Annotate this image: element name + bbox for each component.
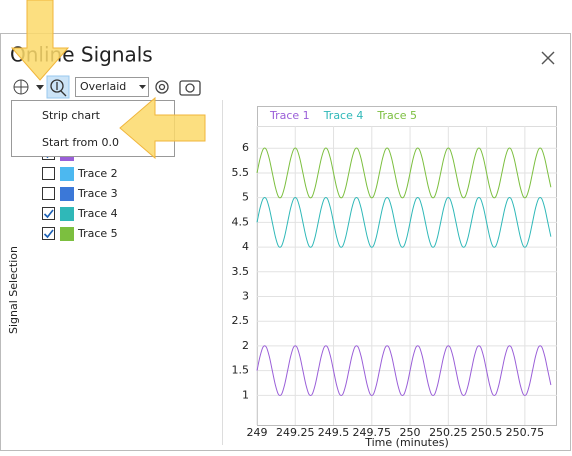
checkbox[interactable] <box>42 167 55 180</box>
y-tick-label: 2.5 <box>232 314 250 327</box>
signal-color <box>60 167 74 181</box>
legend-entry: Trace 5 <box>376 109 417 122</box>
y-tick-label: 4.5 <box>232 215 250 228</box>
signal-name: Trace 2 <box>77 167 118 180</box>
plot: 1 1.5 2 2.5 3 3.5 4 4.5 5 5.5 6 249 249.25 249.5 249.7… <box>232 109 557 439</box>
zoom-tool[interactable] <box>46 75 70 99</box>
callout-arrow <box>10 0 70 81</box>
checkmark <box>43 229 54 239</box>
tool-dropdown-arrow[interactable] <box>36 85 44 90</box>
checkbox[interactable] <box>42 227 55 240</box>
series-line <box>256 345 552 397</box>
y-tick-label: 5 <box>242 191 249 204</box>
mode-select[interactable] <box>75 77 149 97</box>
x-tick-label: 249 <box>247 426 268 439</box>
signal-name: Trace 4 <box>77 207 118 220</box>
signal-name: Trace 3 <box>77 187 118 200</box>
y-tick-label: 1.5 <box>232 364 250 377</box>
y-tick-label: 4 <box>242 240 249 253</box>
series-line <box>256 196 552 248</box>
y-tick-label: 6 <box>242 141 249 154</box>
x-tick-label: 250.25 <box>429 426 468 439</box>
legend-entry: Trace 4 <box>323 109 364 122</box>
y-tick-label: 3 <box>242 290 249 303</box>
callout-arrow <box>119 96 206 160</box>
checkbox[interactable] <box>42 207 55 220</box>
y-tick-label: 5.5 <box>232 166 250 179</box>
series-line <box>256 147 552 199</box>
checkbox[interactable] <box>42 187 55 200</box>
legend-entry: Trace 1 <box>269 109 310 122</box>
close-button[interactable] <box>541 51 555 65</box>
pan-tool[interactable] <box>13 79 29 95</box>
y-tick-label: 3.5 <box>232 265 250 278</box>
signal-name: Trace 5 <box>77 227 118 240</box>
x-tick-label: 250 <box>400 426 421 439</box>
mode-select-value: Overlaid <box>80 80 126 93</box>
x-tick-label: 249.25 <box>276 426 315 439</box>
y-tick-label: 1 <box>242 388 249 401</box>
snapshot-button[interactable] <box>179 80 201 96</box>
signal-color <box>60 207 74 221</box>
zoom-icon <box>50 79 67 97</box>
menu-item[interactable]: Start from 0.0 <box>42 136 119 149</box>
x-tick-label: 249.75 <box>353 426 392 439</box>
x-tick-label: 249.5 <box>318 426 350 439</box>
menu-item[interactable]: Strip chart <box>42 109 101 122</box>
x-tick-label: 250.75 <box>506 426 545 439</box>
signal-color <box>60 187 74 201</box>
y-tick-label: 2 <box>242 339 249 352</box>
x-axis-label: Time (minutes) <box>364 436 449 449</box>
signal-color <box>60 227 74 241</box>
settings-button[interactable] <box>155 80 169 94</box>
select-arrow <box>139 85 146 89</box>
panel-label: Signal Selection <box>7 246 20 334</box>
checkmark <box>43 209 54 219</box>
x-tick-label: 250.5 <box>471 426 503 439</box>
